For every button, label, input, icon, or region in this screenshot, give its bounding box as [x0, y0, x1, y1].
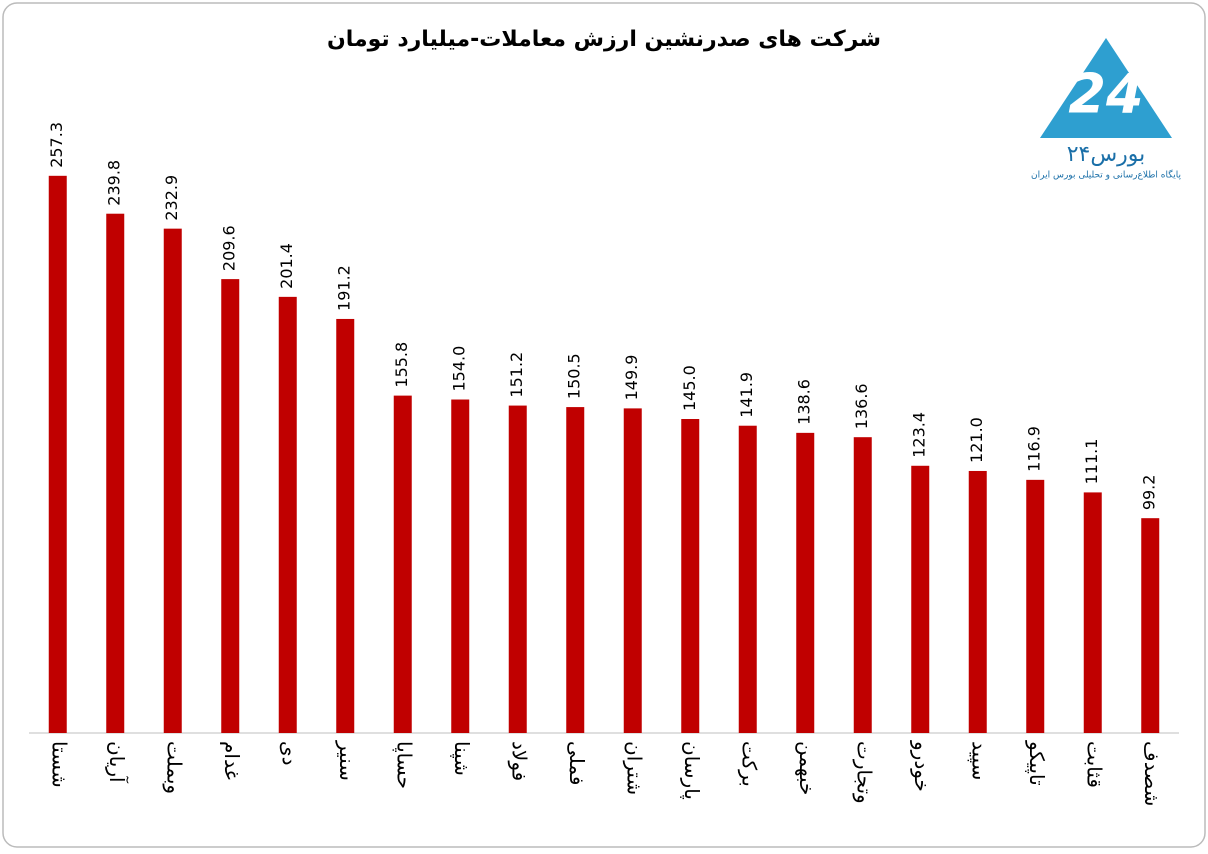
x-tick-label: حساپا [391, 741, 416, 789]
value-label: 201.4 [277, 243, 296, 289]
bar [1026, 479, 1045, 733]
value-label: 116.9 [1025, 426, 1044, 472]
bar [336, 318, 355, 733]
logo-mark: 24 [1068, 63, 1143, 126]
x-tick-label: شستا [47, 741, 71, 788]
logo-name: بورس۲۴ [1067, 142, 1146, 167]
x-tick-label: تاپیکو [1024, 740, 1049, 786]
value-label: 151.2 [507, 352, 526, 398]
bar [163, 228, 182, 733]
bar [393, 395, 412, 733]
chart-title: شرکت های صدرنشین ارزش معاملات-میلیارد تو… [327, 27, 881, 52]
bar [1083, 492, 1102, 733]
bar [623, 408, 642, 733]
bar [508, 405, 527, 733]
value-label: 232.9 [162, 175, 181, 221]
value-label: 209.6 [220, 225, 239, 271]
bar [48, 175, 67, 734]
x-tick-label: وبملت [162, 741, 186, 794]
value-label: 111.1 [1082, 439, 1101, 485]
x-tick-label: فولاد [507, 741, 531, 781]
value-label: 145.0 [680, 365, 699, 411]
x-tick-label: قثابت [1082, 741, 1106, 788]
bar [106, 213, 125, 733]
x-tick-label: شپنا [449, 741, 474, 776]
x-tick-label: غدام [220, 741, 244, 780]
x-tick-label: برکت [737, 741, 761, 787]
bar [796, 432, 815, 733]
value-label: 149.9 [622, 355, 641, 401]
x-tick-label: فملی [565, 741, 589, 785]
bar [681, 419, 700, 733]
x-tick-label: خودرو [910, 740, 934, 792]
value-label: 123.4 [910, 412, 929, 458]
x-tick-label: سنیر [335, 740, 359, 781]
value-label: 257.3 [47, 122, 66, 168]
value-label: 136.6 [852, 383, 871, 429]
value-label: 154.0 [450, 346, 469, 392]
x-tick-label: دی [277, 741, 301, 766]
value-label: 150.5 [565, 353, 584, 399]
value-label: 239.8 [105, 160, 124, 206]
x-tick-label: شتران [622, 741, 646, 795]
bar [911, 465, 930, 733]
x-tick-label: وتجارت [852, 741, 876, 804]
value-label: 138.6 [795, 379, 814, 425]
logo: 24 بورس۲۴ پایگاه اطلاع‌رسانی و تحلیلی بو… [1031, 38, 1181, 181]
bar [278, 296, 297, 733]
x-tick-label: پارسان [679, 741, 704, 800]
logo-tagline: پایگاه اطلاع‌رسانی و تحلیلی بورس ایران [1031, 169, 1181, 181]
bar [451, 399, 470, 733]
logo-triangle [1040, 38, 1172, 138]
value-label: 141.9 [737, 372, 756, 418]
value-label: 155.8 [392, 342, 411, 388]
bar [566, 407, 585, 733]
bar [1141, 518, 1160, 733]
bar [968, 470, 987, 733]
x-tick-label: خبهمن [795, 741, 819, 795]
bar [853, 437, 872, 733]
bar [221, 279, 240, 733]
value-label: 121.0 [967, 417, 986, 463]
bar [738, 425, 757, 733]
x-tick-label: سپید [966, 741, 991, 780]
x-tick-label: شصدف [1140, 741, 1164, 806]
value-label: 99.2 [1140, 475, 1159, 511]
x-tick-label: آریان [105, 741, 130, 784]
value-label: 191.2 [335, 265, 354, 311]
